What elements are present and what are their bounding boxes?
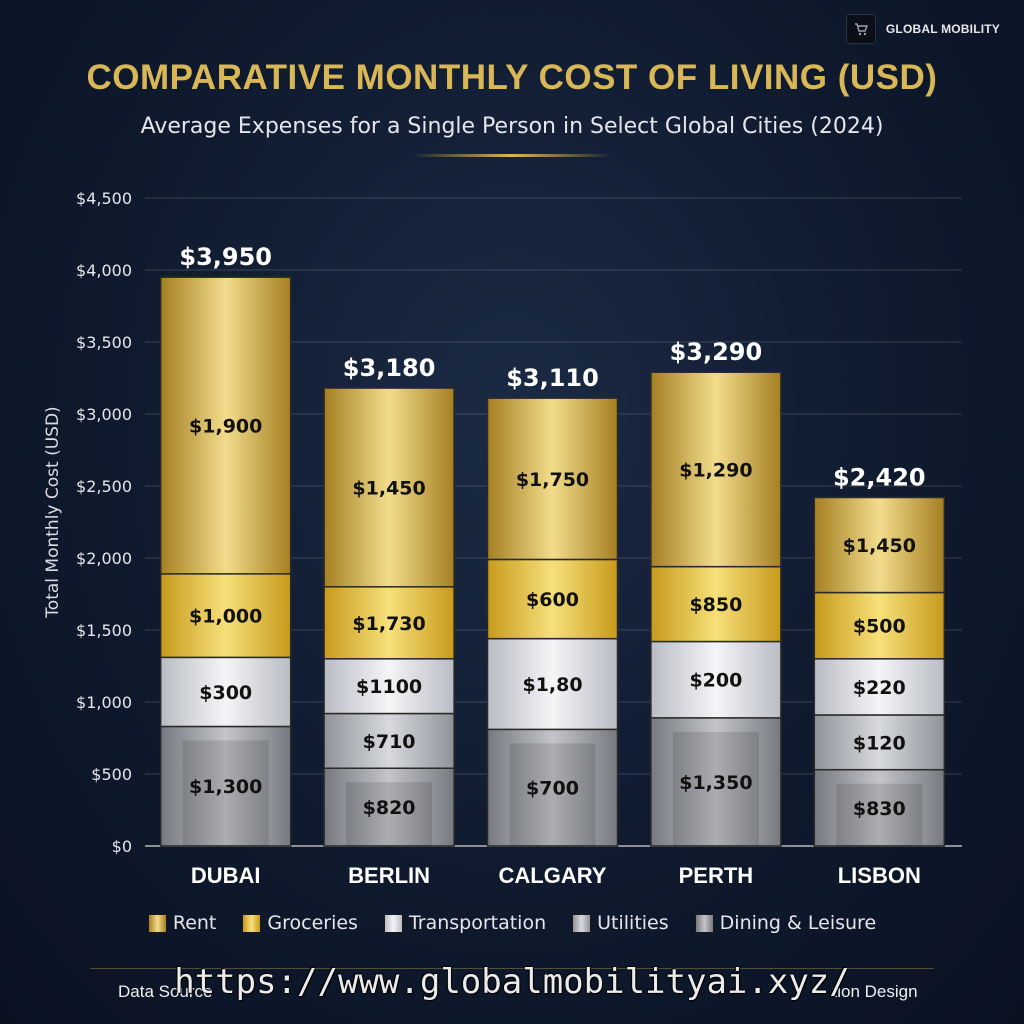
y-tick-label: $2,500 [76,477,132,496]
segment-value-label: $120 [853,732,906,754]
x-category-label: CALGARY [499,863,607,888]
legend-label: Utilities [597,912,669,934]
bar-segment-rent [323,387,455,588]
bar-segment-transportation [323,658,455,715]
bar-segment-groceries [486,558,619,640]
logo-text: GLOBAL MOBILITY [885,22,1000,36]
y-tick-label: $0 [112,837,132,856]
footer-divider [90,968,934,969]
bar-segment-inset [836,783,923,846]
segment-value-label: $300 [199,682,252,704]
bar-segment-inset [672,731,759,846]
y-tick-label: $2,000 [76,549,132,568]
bar-segment-inset [182,740,269,846]
y-tick-label: $500 [91,765,132,784]
segment-value-label: $200 [689,670,742,692]
bar-segment-transportation [813,658,946,716]
bar-segment-dining [486,728,619,847]
segment-value-label: $600 [526,589,579,611]
bar-segment-utilities [323,712,455,769]
data-source: Data Source tion Design [118,982,918,1002]
segment-value-label: $1,450 [352,477,425,499]
y-tick-label: $1,500 [76,621,132,640]
title-divider [412,154,612,157]
y-tick-label: $3,000 [76,405,132,424]
watermark-url: https://www.globalmobilityai.xyz/ [174,962,850,1002]
bar-total-label: $2,420 [833,464,926,492]
segment-value-label: $820 [363,797,416,819]
legend-swatch [694,913,714,933]
bar-segment-rent [486,397,619,561]
bar-segment-groceries [650,565,782,643]
segment-value-label: $1,350 [679,772,752,794]
bar-segment-rent [650,371,782,568]
segment-value-label: $700 [526,778,579,800]
bar-total-label: $3,180 [343,354,436,382]
segment-value-label: $1,450 [843,535,916,557]
bar-segment-rent [159,276,292,575]
legend-swatch [147,913,167,933]
legend-label: Transportation [408,912,547,934]
x-category-label: PERTH [679,863,754,888]
x-category-label: LISBON [838,863,921,888]
bar-segment-inset [509,743,596,846]
legend-item-transportation: Transportation [383,912,547,934]
legend-item-groceries: Groceries [242,912,358,934]
bar-segment-transportation [486,637,619,731]
data-source-tail: tion Design [832,982,918,1001]
y-tick-label: $1,000 [76,693,132,712]
legend-item-dining: Dining & Leisure [694,912,877,934]
legend-item-rent: Rent [147,912,217,934]
bar-segment-groceries [159,573,292,659]
y-tick-label: $4,000 [76,261,132,280]
x-category-label: BERLIN [348,863,430,888]
labels: $0 $500 $1,000 $1,500 $2,000 $2,500 $3,000 $3,5… [76,189,926,888]
legend-label: Rent [172,912,217,934]
legend-swatch [572,913,592,933]
segment-value-label: $1,900 [189,416,262,438]
segment-value-label: $1,750 [516,469,589,491]
segment-value-label: $830 [853,798,906,820]
bar-segment-dining [813,768,946,847]
segment-value-label: $1,80 [522,674,582,696]
bar-segment-groceries [323,586,455,660]
bar-segment-inset [346,782,433,846]
segment-value-label: $1100 [356,676,422,698]
segment-value-label: $1,290 [679,459,752,481]
segment-value-label: $220 [853,677,906,699]
segment-value-label: $710 [363,731,416,753]
bar-segment-dining [650,717,782,847]
y-tick-label: $3,500 [76,333,132,352]
brand-logo: GLOBAL MOBILITY [845,14,1000,44]
bar-total-label: $3,290 [670,338,763,366]
bar-segment-dining [323,767,455,847]
bars [159,276,946,847]
y-axis-label: Total Monthly Cost (USD) [43,406,63,618]
bar-segment-rent [813,496,946,594]
chart-subtitle: Average Expenses for a Single Person in … [140,114,884,139]
legend-label: Dining & Leisure [719,912,877,934]
x-category-label: DUBAI [191,863,261,888]
segment-value-label: $1,300 [189,776,262,798]
segment-value-label: $500 [853,616,906,638]
legend-swatch [383,913,403,933]
segment-value-label: $850 [689,594,742,616]
legend-item-utilities: Utilities [572,912,669,934]
chart-title: COMPARATIVE MONTHLY COST OF LIVING (USD) [86,58,938,97]
legend-label: Groceries [267,912,358,934]
data-source-label: Data Source [118,982,213,1001]
bar-total-label: $3,110 [506,364,599,392]
legend-swatch [242,913,262,933]
segment-value-label: $1,730 [352,613,425,635]
cart-icon [845,14,876,44]
chart-legend: Rent Groceries Transportation Utilities Dini… [0,912,1024,934]
segment-value-label: $1,000 [189,606,262,628]
y-tick-label: $4,500 [76,189,132,208]
bar-total-label: $3,950 [179,243,272,271]
bar-segment-groceries [813,591,946,660]
